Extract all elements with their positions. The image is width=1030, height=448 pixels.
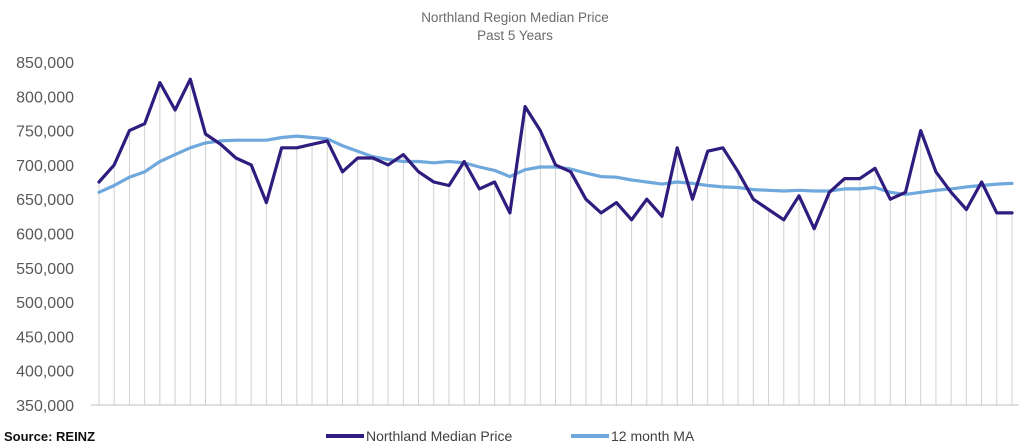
- legend-item-12-month-ma: 12 month MA: [571, 428, 695, 444]
- legend-label: 12 month MA: [611, 428, 695, 444]
- y-tick-label: 500,000: [16, 295, 74, 312]
- y-tick-label: 600,000: [16, 227, 74, 244]
- y-tick-label: 550,000: [16, 261, 74, 278]
- y-tick-label: 650,000: [16, 192, 74, 209]
- y-tick-label: 350,000: [16, 398, 74, 415]
- series-line-northland-median-price: [97, 77, 1014, 231]
- legend-item-northland-median-price: Northland Median Price: [326, 428, 513, 444]
- drop-lines: [98, 79, 1013, 405]
- y-tick-label: 700,000: [16, 158, 74, 175]
- y-axis-tick-labels: 350,000 400,000 450,000 500,000 550,000 600,0…: [16, 55, 74, 415]
- y-tick-label: 850,000: [16, 55, 74, 72]
- y-tick-label: 800,000: [16, 89, 74, 106]
- legend: Northland Median Price 12 month MA: [326, 428, 695, 444]
- legend-label: Northland Median Price: [366, 428, 513, 444]
- y-tick-label: 750,000: [16, 124, 74, 141]
- chart-subtitle: Past 5 Years: [477, 28, 553, 43]
- y-tick-label: 450,000: [16, 329, 74, 346]
- series-line-12-month-ma: [97, 134, 1014, 196]
- series-lines: [97, 77, 1014, 231]
- chart-title: Northland Region Median Price: [421, 10, 609, 25]
- y-tick-label: 400,000: [16, 364, 74, 381]
- source-label: Source: REINZ: [4, 429, 95, 444]
